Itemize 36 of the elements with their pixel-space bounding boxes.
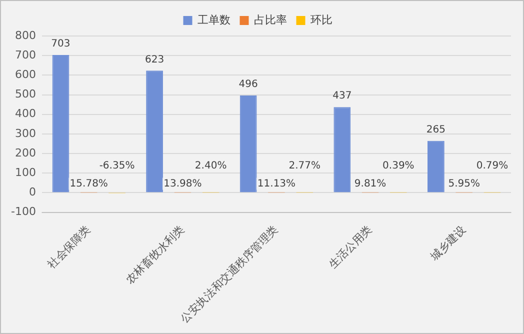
legend-label: 占比率 [254, 13, 287, 26]
bar [428, 140, 444, 192]
bar [146, 70, 163, 192]
data-label: 265 [426, 124, 446, 136]
y-tick-label: 200 [14, 146, 36, 160]
data-label: 0.79% [476, 160, 508, 172]
x-tick-label: 城乡建设 [427, 222, 468, 264]
y-tick-label: 700 [14, 48, 36, 62]
data-label: 2.77% [288, 160, 321, 172]
bar [334, 107, 351, 192]
data-label: 496 [238, 79, 258, 90]
data-label: 623 [144, 54, 164, 66]
bar [52, 55, 70, 192]
data-label: 703 [51, 38, 70, 50]
x-tick-label: 农林畜牧水利类 [123, 222, 187, 287]
y-tick-label: 800 [14, 28, 36, 42]
y-tick-label: 500 [14, 88, 36, 101]
data-label: 15.78% [70, 178, 108, 190]
data-label: 0.39% [382, 160, 414, 172]
data-label: 9.81% [354, 178, 386, 190]
y-tick-label: 400 [14, 107, 36, 120]
data-label: 5.95% [448, 178, 480, 190]
data-label: 11.13% [257, 178, 296, 190]
y-tick-label: 600 [14, 68, 36, 82]
data-label: -6.35% [99, 160, 135, 172]
y-tick-label: 300 [14, 126, 36, 140]
x-tick-label: 生活公用类 [326, 222, 374, 272]
y-tick-label: 100 [14, 166, 36, 180]
legend-label: 工单数 [197, 13, 230, 26]
data-label: 437 [332, 90, 352, 102]
y-tick-label: 0 [28, 186, 36, 199]
x-tick-label: 社会保障类 [44, 222, 94, 272]
data-label: 2.40% [194, 160, 227, 172]
y-tick-label: -100 [10, 205, 36, 218]
data-label: 13.98% [164, 178, 202, 190]
legend-label: 环比 [310, 13, 332, 26]
